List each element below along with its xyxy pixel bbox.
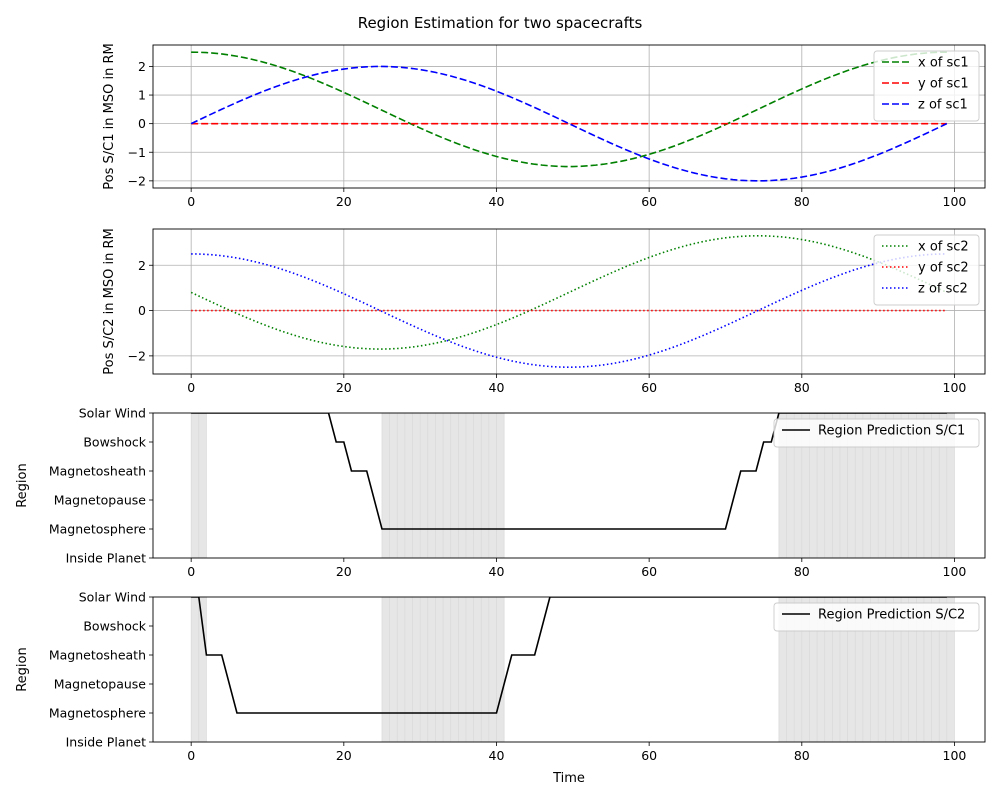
x-tick-label: 80 (794, 194, 810, 209)
y-tick-label: Bowshock (83, 435, 146, 450)
x-tick-label: 60 (641, 194, 657, 209)
x-tick-label: 60 (641, 380, 657, 395)
y-tick-label: Solar Wind (79, 590, 146, 605)
y-tick-label: Solar Wind (79, 406, 146, 421)
legend-box (773, 602, 980, 632)
y-tick-label: −2 (128, 173, 146, 188)
y-tick-label: 2 (138, 258, 146, 273)
y-tick-label: Magnetopause (54, 677, 147, 692)
chart-panel-3: 0 20 40 60 80 100 Inside Planet Magnetosphere Ma… (15, 406, 986, 579)
axes-frame (152, 412, 986, 559)
y-tick-label: Magnetosphere (49, 522, 146, 537)
x-tick-label: 20 (336, 380, 352, 395)
axes-frame (152, 44, 986, 189)
legend-entry: y of sc1 (918, 77, 969, 92)
figure-title: Region Estimation for two spacecrafts (358, 14, 643, 32)
legend: Region Prediction S/C2 (773, 602, 980, 632)
x-tick-label: 40 (489, 564, 505, 579)
axes-frame (152, 596, 986, 743)
chart-panel-2: 0 20 40 60 80 100 −2 0 2 Pos S/C2 in MSO in RM x o… (102, 228, 986, 395)
legend: x of sc1 y of sc1 z of sc1 (873, 50, 980, 122)
x-tick-label: 20 (336, 194, 352, 209)
legend-entry: Region Prediction S/C1 (818, 424, 965, 439)
y-tick-label: 2 (138, 59, 146, 74)
x-axis-label: Time (552, 771, 585, 786)
x-tick-label: 20 (336, 748, 352, 763)
y-tick-label: Magnetopause (54, 493, 147, 508)
legend-entry: x of sc1 (918, 56, 969, 71)
legend-entry: y of sc2 (918, 261, 969, 276)
y-axis-label: Region (15, 647, 30, 692)
x-tick-label: 100 (943, 748, 967, 763)
y-tick-label: Magnetosphere (49, 706, 146, 721)
x-tick-label: 60 (641, 564, 657, 579)
legend-entry: x of sc2 (918, 240, 969, 255)
series-line-region-prediction-s-c1 (191, 413, 947, 530)
x-tick-label: 20 (336, 564, 352, 579)
y-tick-label: Magnetosheath (49, 648, 146, 663)
y-tick-label: Inside Planet (66, 551, 146, 566)
x-tick-label: 40 (489, 380, 505, 395)
y-axis-label: Pos S/C2 in MSO in RM (102, 228, 117, 374)
legend-entry: Region Prediction S/C2 (818, 608, 965, 623)
x-tick-label: 40 (489, 748, 505, 763)
y-tick-label: 0 (138, 303, 146, 318)
chart-panel-4: 0 20 40 60 80 100 Inside Planet Magnetosphere Ma… (15, 590, 986, 786)
y-tick-label: 1 (138, 88, 146, 103)
x-tick-label: 0 (187, 564, 195, 579)
x-tick-label: 80 (794, 564, 810, 579)
x-tick-label: 40 (489, 194, 505, 209)
legend: Region Prediction S/C1 (773, 418, 980, 448)
y-tick-label: 0 (138, 116, 146, 131)
axes-frame (152, 228, 986, 375)
series-line-z-of-sc1 (190, 65, 948, 182)
x-tick-label: 100 (943, 380, 967, 395)
y-tick-label: −1 (128, 145, 146, 160)
x-tick-label: 0 (187, 194, 195, 209)
legend-entry: z of sc2 (918, 282, 968, 297)
legend-box (873, 50, 980, 122)
y-tick-label: −2 (128, 348, 146, 363)
x-tick-label: 0 (187, 748, 195, 763)
series-line-region-prediction-s-c2 (191, 597, 947, 714)
y-axis-label: Pos S/C1 in MSO in RM (102, 43, 117, 189)
legend-box (773, 418, 980, 448)
legend-entry: z of sc1 (918, 98, 968, 113)
series-line-x-of-sc2 (190, 234, 948, 350)
y-tick-label: Bowshock (83, 619, 146, 634)
legend-box (873, 234, 980, 306)
x-tick-label: 80 (794, 748, 810, 763)
x-tick-label: 60 (641, 748, 657, 763)
x-tick-label: 0 (187, 380, 195, 395)
x-tick-label: 80 (794, 380, 810, 395)
y-axis-label: Region (15, 463, 30, 508)
y-tick-label: Inside Planet (66, 735, 146, 750)
legend: x of sc2 y of sc2 z of sc2 (873, 234, 980, 306)
x-tick-label: 100 (943, 564, 967, 579)
series-line-x-of-sc1 (191, 51, 947, 168)
chart-panel-1: 0 20 40 60 80 100 −2 −1 0 1 2 Pos S/C1 in MSO in RM… (102, 43, 986, 209)
y-tick-label: Magnetosheath (49, 464, 146, 479)
x-tick-label: 100 (943, 194, 967, 209)
